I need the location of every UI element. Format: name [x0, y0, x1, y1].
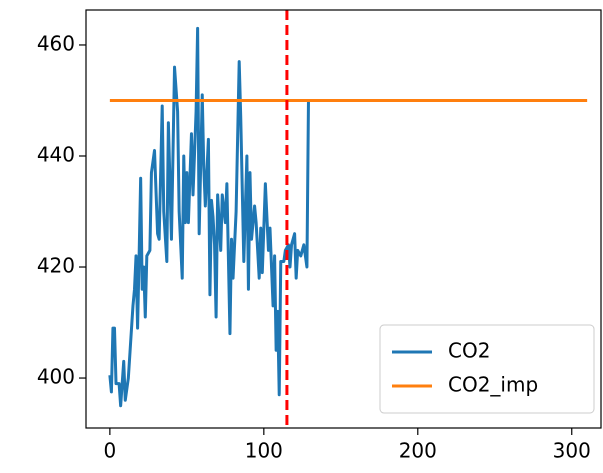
y-tick-label: 400 [37, 365, 75, 389]
axes-frame [85, 9, 602, 429]
legend-label: CO2 [448, 339, 490, 363]
legend-box [379, 324, 595, 414]
y-tick-label: 420 [37, 254, 75, 278]
x-tick-label: 100 [245, 439, 283, 463]
legend-label: CO2_imp [448, 373, 538, 397]
x-tick-label: 200 [399, 439, 437, 463]
x-tick-label: 300 [553, 439, 591, 463]
series-line [108, 26, 310, 408]
y-tick-label: 440 [37, 142, 75, 166]
x-tick-label: 0 [103, 439, 116, 463]
y-tick-label: 460 [37, 31, 75, 55]
